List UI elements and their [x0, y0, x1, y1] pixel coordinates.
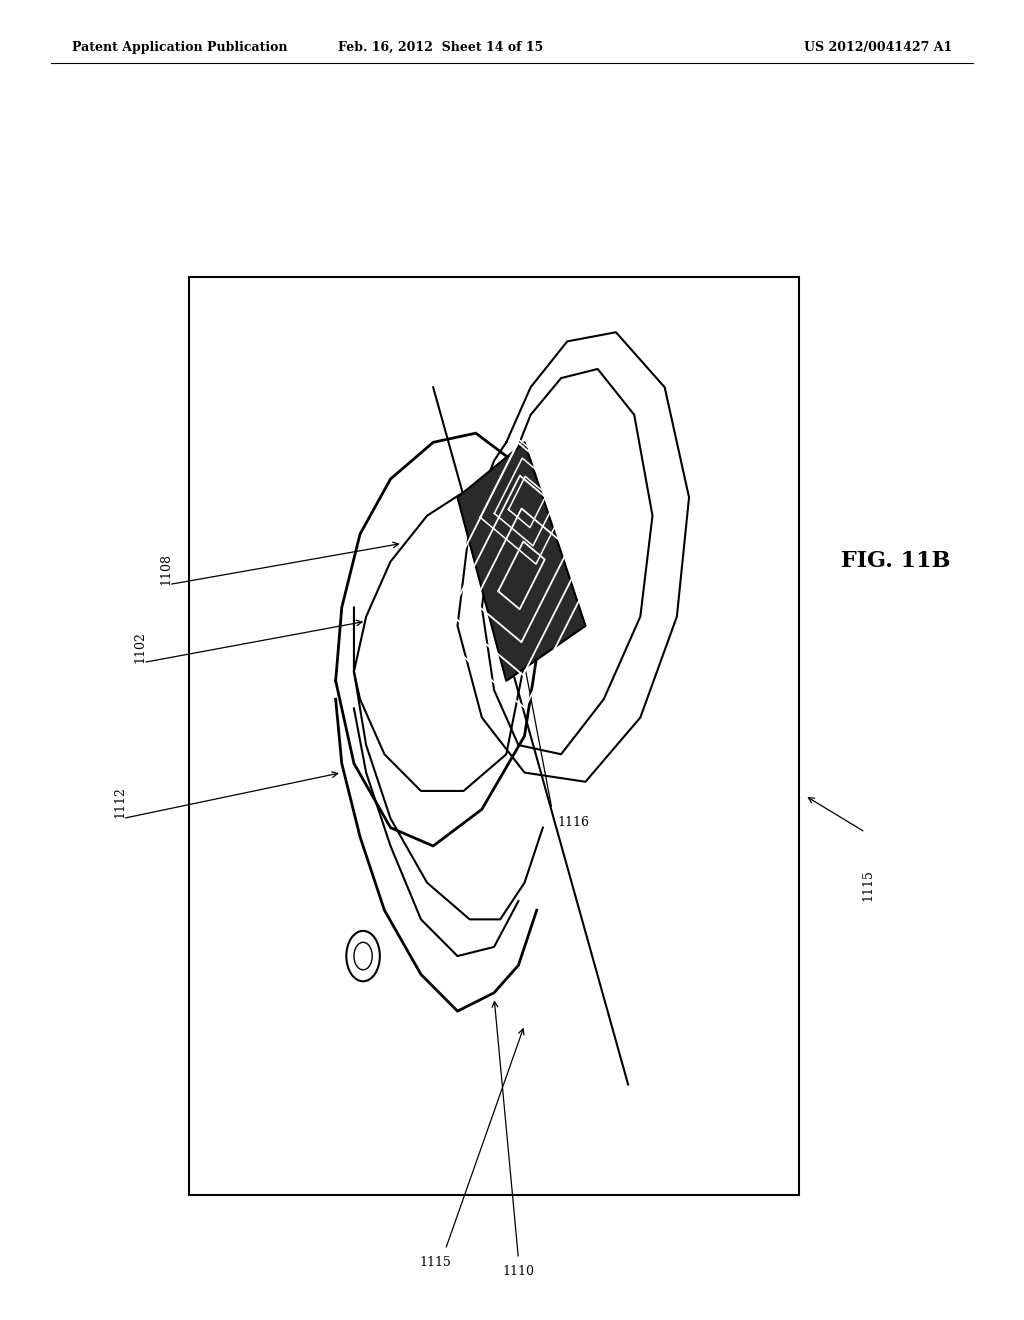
Text: 1115: 1115 [419, 1257, 451, 1270]
Text: 1108: 1108 [160, 553, 172, 585]
Text: FIG. 11B: FIG. 11B [842, 550, 950, 572]
Text: US 2012/0041427 A1: US 2012/0041427 A1 [804, 41, 952, 54]
Text: 1102: 1102 [134, 631, 146, 663]
Text: 1110: 1110 [503, 1266, 535, 1278]
Text: Patent Application Publication: Patent Application Publication [72, 41, 287, 54]
Bar [189, 277, 799, 1195]
Text: Feb. 16, 2012  Sheet 14 of 15: Feb. 16, 2012 Sheet 14 of 15 [338, 41, 543, 54]
Text: 1112: 1112 [114, 787, 126, 818]
Text: 1115: 1115 [862, 869, 874, 900]
Text: 1116: 1116 [557, 816, 589, 829]
Ellipse shape [354, 942, 373, 970]
Ellipse shape [346, 931, 380, 981]
Polygon shape [458, 442, 586, 681]
